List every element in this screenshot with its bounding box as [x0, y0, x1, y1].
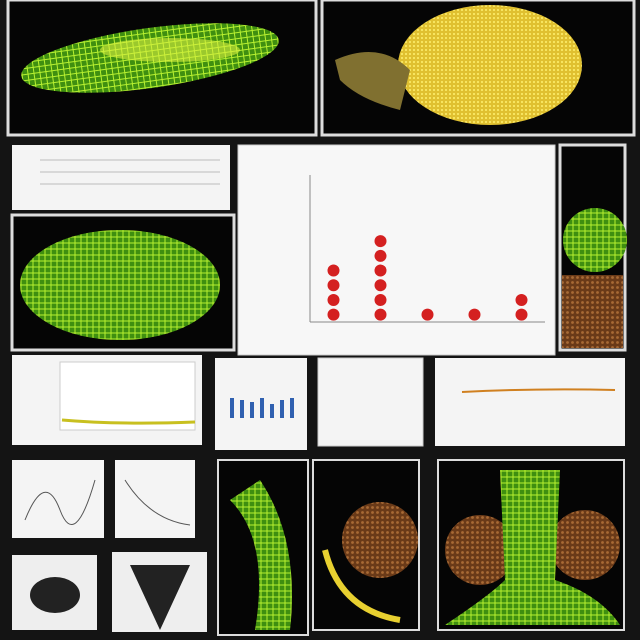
flower-image: [130, 565, 190, 630]
stem-image: [335, 52, 410, 110]
plot-area: [309, 175, 545, 323]
plant-image: [20, 230, 220, 340]
dot-stack: [327, 264, 340, 321]
thumb-line: [124, 479, 191, 526]
dot-stack: [515, 293, 528, 321]
plant-image: [230, 480, 292, 630]
chart-thumb: [115, 460, 195, 538]
chart-thumb: [12, 145, 230, 210]
plant-image: [563, 208, 627, 272]
thumb-line: [24, 479, 96, 525]
chart-thumb: [317, 357, 424, 447]
dot: [327, 264, 340, 277]
dot: [374, 249, 387, 262]
dot: [374, 308, 387, 321]
seed-image: [562, 275, 623, 348]
plant-highlight: [100, 38, 240, 62]
dot: [468, 308, 481, 321]
dot: [327, 293, 340, 306]
chart-thumb-plot: [59, 361, 196, 431]
dot: [515, 293, 528, 306]
dot-stack: [374, 235, 387, 321]
thumb-line: [461, 388, 616, 393]
dot: [515, 308, 528, 321]
chart-panel: [237, 144, 556, 356]
seed-image: [445, 515, 515, 585]
plant-image: [445, 470, 620, 625]
plant-image: [398, 5, 582, 125]
dot: [374, 264, 387, 277]
dot: [374, 279, 387, 292]
dot: [374, 235, 387, 248]
dot: [421, 308, 434, 321]
seed-image: [550, 510, 620, 580]
chart-thumb: [12, 460, 104, 538]
dot-stack: [468, 308, 481, 321]
dot: [327, 279, 340, 292]
dot-stack: [421, 308, 434, 321]
dot: [374, 293, 387, 306]
chart-thumb: [435, 358, 625, 446]
stem-image: [322, 549, 401, 623]
thumb-line: [61, 418, 196, 425]
seed-image: [342, 502, 418, 578]
flower-image: [30, 577, 80, 613]
dot: [327, 308, 340, 321]
